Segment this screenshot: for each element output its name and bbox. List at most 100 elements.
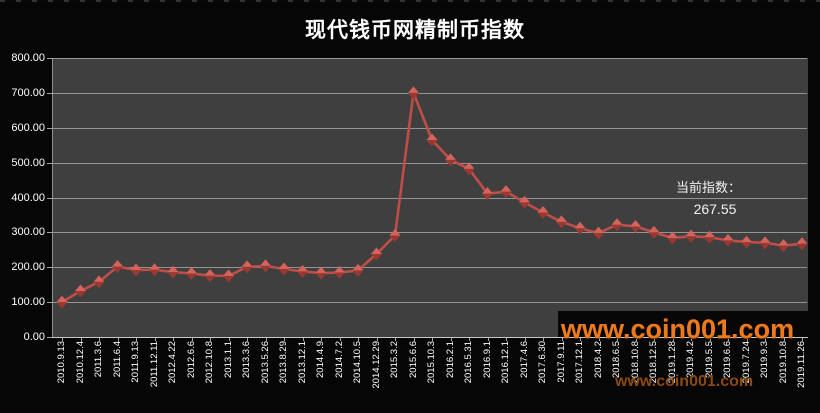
y-axis-tick — [47, 128, 52, 129]
x-axis-tick — [765, 338, 766, 341]
y-axis-tick-label: 300.00 — [11, 226, 45, 238]
x-axis-tick — [136, 338, 137, 341]
x-axis-tick — [395, 338, 396, 341]
x-axis-tick — [710, 338, 711, 341]
data-point-marker — [278, 262, 290, 276]
x-axis-tick — [192, 338, 193, 341]
data-point-marker — [741, 235, 752, 249]
y-axis-tick — [47, 198, 52, 199]
x-axis-tick — [469, 338, 470, 341]
data-point-marker — [463, 162, 475, 176]
x-axis-tick — [747, 338, 748, 341]
data-point-marker — [112, 260, 123, 274]
x-axis-tick — [617, 338, 618, 341]
data-point-marker — [667, 231, 678, 245]
data-point-marker — [149, 263, 160, 277]
x-axis-tick — [654, 338, 655, 341]
data-point-marker — [685, 229, 697, 243]
x-axis-tick — [358, 338, 359, 341]
data-point-marker — [371, 247, 382, 261]
plot-area — [52, 58, 808, 337]
y-axis-tick-label: 500.00 — [11, 157, 45, 169]
x-axis-tick — [340, 338, 341, 341]
gridline-500 — [52, 163, 807, 164]
x-axis-tick — [451, 338, 452, 341]
x-axis-tick — [599, 338, 600, 341]
current-index-label: 当前指数： — [676, 180, 742, 195]
x-axis-tick — [229, 338, 230, 341]
y-axis-tick — [47, 163, 52, 164]
gridline-400 — [52, 198, 807, 199]
y-axis-tick — [47, 337, 52, 338]
chart-title: 现代钱币网精制币指数 — [305, 19, 525, 42]
data-point-marker — [223, 269, 234, 283]
gridline-100 — [52, 302, 807, 303]
y-axis-tick — [47, 267, 52, 268]
x-axis-tick — [488, 338, 489, 341]
x-axis-tick — [155, 338, 156, 341]
x-axis-tick — [99, 338, 100, 341]
data-point-marker — [75, 284, 86, 298]
x-axis-tick — [173, 338, 174, 341]
x-axis-tick — [210, 338, 211, 341]
data-point-marker — [611, 218, 623, 232]
y-axis-tick-label: 400.00 — [11, 192, 45, 204]
data-point-marker — [704, 230, 715, 244]
y-axis-tick-label: 0.00 — [23, 331, 45, 343]
x-axis-tick — [506, 338, 507, 341]
x-axis-tick — [636, 338, 637, 341]
x-axis-tick — [802, 338, 803, 341]
gridline-700 — [52, 93, 807, 94]
data-point-marker — [389, 229, 401, 243]
x-axis-tick — [673, 338, 674, 341]
x-axis-tick — [432, 338, 433, 341]
y-axis-tick-label: 800.00 — [11, 52, 45, 64]
x-axis-tick — [266, 338, 267, 341]
y-axis-tick-label: 200.00 — [11, 261, 45, 273]
data-point-marker — [537, 205, 549, 219]
data-point-marker — [315, 266, 327, 280]
data-point-marker — [130, 263, 142, 277]
data-point-marker — [482, 187, 493, 201]
x-axis-tick — [562, 338, 563, 341]
watermark-small: www.coin001.com — [615, 373, 754, 390]
data-point-marker — [204, 269, 216, 283]
x-axis-tick — [62, 338, 63, 341]
x-axis-tick — [580, 338, 581, 341]
data-point-marker — [334, 265, 345, 279]
data-point-marker — [796, 237, 808, 251]
x-axis-tick — [303, 338, 304, 341]
x-axis-tick — [247, 338, 248, 341]
data-point-marker — [722, 233, 734, 247]
data-point-marker — [186, 267, 197, 281]
data-point-marker — [426, 133, 438, 147]
x-axis-tick — [525, 338, 526, 341]
x-axis-tick — [321, 338, 322, 341]
x-axis-tick — [728, 338, 729, 341]
gridline-200 — [52, 267, 807, 268]
data-point-marker — [297, 264, 308, 278]
gridline-600 — [52, 128, 807, 129]
x-axis-tick — [414, 338, 415, 341]
y-axis-tick — [47, 232, 52, 233]
x-axis-tick — [118, 338, 119, 341]
y-axis-tick — [47, 58, 52, 59]
data-point-marker — [778, 239, 789, 253]
y-axis-tick-label: 700.00 — [11, 87, 45, 99]
x-axis-tick — [377, 338, 378, 341]
data-point-marker — [556, 215, 567, 229]
data-point-marker — [630, 219, 641, 233]
gridline-800 — [52, 58, 807, 59]
x-axis-tick — [284, 338, 285, 341]
data-point-marker — [519, 195, 530, 209]
data-point-marker — [445, 153, 456, 167]
data-point-marker — [648, 225, 660, 239]
y-axis-tick-label: 600.00 — [11, 122, 45, 134]
gridline-300 — [52, 232, 807, 233]
data-point-marker — [241, 260, 253, 274]
data-point-marker — [352, 263, 364, 277]
data-point-marker — [93, 275, 105, 289]
y-axis-tick-label: 100.00 — [11, 296, 45, 308]
